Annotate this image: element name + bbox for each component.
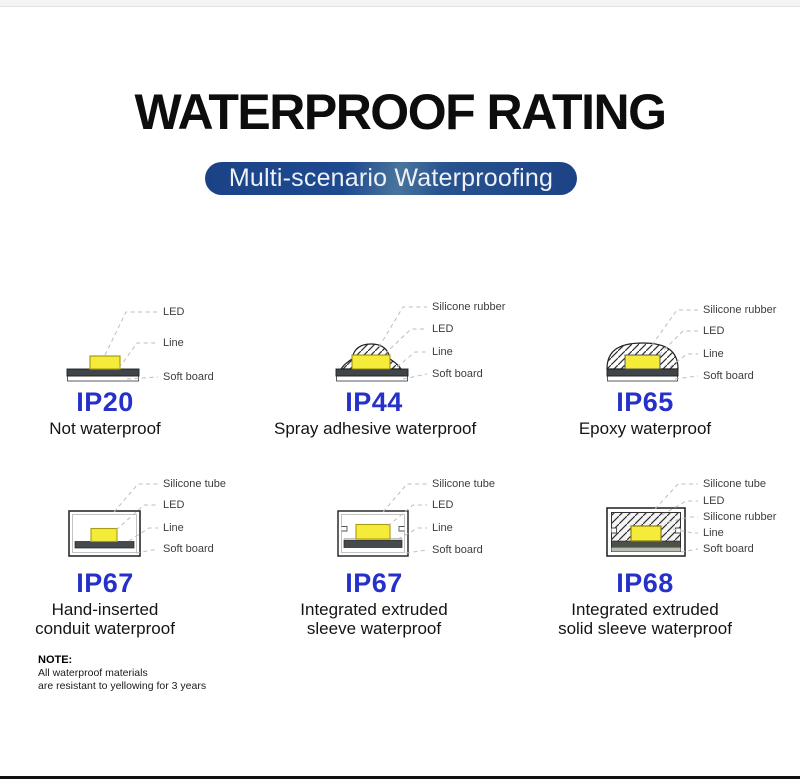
strip-diagram-ip68 <box>606 483 699 557</box>
banner-pill: Multi-scenario Waterproofing <box>205 162 577 195</box>
ip-description: Integrated extruded <box>300 600 448 619</box>
footnote: NOTE: All waterproof materials are resis… <box>38 654 206 692</box>
component-label: Silicone tube <box>432 478 495 490</box>
rating-card-ip65: Silicone rubber LED Line Soft board IP65… <box>555 295 785 465</box>
strip-diagram-ip20 <box>66 311 159 382</box>
ip-rating: IP20 <box>76 387 134 417</box>
diagram-epoxy: Silicone rubber LED Line Soft board <box>555 295 785 395</box>
led-chip <box>351 354 391 370</box>
component-label: LED <box>432 499 454 511</box>
component-label: Line <box>163 337 184 349</box>
component-label: Silicone tube <box>163 478 226 490</box>
component-label: LED <box>703 495 725 507</box>
tube-tab-right <box>398 526 405 532</box>
component-label: LED <box>432 323 454 335</box>
component-label: Line <box>163 522 184 534</box>
circuit-line-bar <box>606 368 679 377</box>
component-label: Line <box>432 522 453 534</box>
component-label: Soft board <box>163 371 214 383</box>
note-heading: NOTE: <box>38 654 73 666</box>
circuit-line-bar <box>343 540 403 548</box>
strip-diagram-ip44 <box>335 306 428 382</box>
note-line1: All waterproof materials <box>38 667 148 679</box>
component-label: LED <box>163 499 185 511</box>
rating-card-ip67-sleeve: Silicone tube LED Line Soft board IP67 I… <box>284 468 514 638</box>
led-chip <box>630 525 662 542</box>
component-label: Silicone rubber <box>432 301 506 313</box>
ip-rating: IP44 <box>345 387 403 417</box>
leader-lines <box>651 309 699 380</box>
component-label: Soft board <box>432 368 483 380</box>
diagram-bare-strip: LED Line Soft board <box>15 295 245 395</box>
ip-rating: IP67 <box>345 568 403 598</box>
page-title: WATERPROOF RATING <box>134 84 667 140</box>
bottom-bar <box>0 776 800 779</box>
component-label: LED <box>163 306 185 318</box>
circuit-line-bar <box>611 540 681 548</box>
circuit-line-bar <box>66 368 140 377</box>
top-strip <box>0 0 800 7</box>
ip-rating: IP68 <box>616 568 674 598</box>
soft-board-bar <box>336 375 408 382</box>
led-chip <box>89 355 121 370</box>
diagram-spray-adhesive: Silicone rubber LED Line Soft board <box>284 295 514 395</box>
ip-description-line2: solid sleeve waterproof <box>558 619 732 638</box>
strip-diagram-ip65 <box>606 309 699 382</box>
diagram-sleeve: Silicone tube LED Line Soft board <box>284 468 514 568</box>
ip-description-line2: conduit waterproof <box>35 619 175 638</box>
tube-tab-left <box>611 527 617 534</box>
ip-description-line2: sleeve waterproof <box>306 619 442 638</box>
note-line2: are resistant to yellowing for 3 years <box>38 679 207 692</box>
tube-inner-wall <box>341 514 405 553</box>
ip-description: Epoxy waterproof <box>578 419 712 438</box>
diagram-solid-sleeve: Silicone tube LED Silicone rubber Line S… <box>555 468 785 568</box>
component-label: Soft board <box>703 370 754 382</box>
circuit-line-bar <box>74 541 135 549</box>
tube-tab-right <box>675 527 681 534</box>
ip-description: Hand-inserted <box>51 600 159 619</box>
soft-board-bar <box>611 547 681 552</box>
led-chip <box>624 354 661 370</box>
component-label: Soft board <box>703 543 754 555</box>
tube-tab-left <box>341 526 348 532</box>
leader-lines <box>104 311 159 380</box>
component-label: Silicone rubber <box>703 304 777 316</box>
ip-description: Not waterproof <box>49 419 161 438</box>
leader-lines <box>378 306 428 380</box>
ip-description: Integrated extruded <box>571 600 719 619</box>
leader-lines <box>654 483 699 553</box>
component-label: Line <box>703 527 724 539</box>
component-label: Silicone rubber <box>703 511 777 523</box>
component-label: Soft board <box>432 544 483 556</box>
led-chip <box>355 523 391 540</box>
banner-text: Multi-scenario Waterproofing <box>228 164 554 192</box>
leader-lines <box>382 483 428 554</box>
circuit-line-bar <box>335 368 409 377</box>
strip-diagram-ip67b <box>337 483 428 557</box>
component-label: Soft board <box>163 543 214 555</box>
component-label: LED <box>703 325 725 337</box>
component-label: Silicone tube <box>703 478 766 490</box>
soft-board-bar <box>607 375 678 382</box>
led-chip <box>90 527 118 543</box>
rating-card-ip68: Silicone tube LED Silicone rubber Line S… <box>555 468 785 638</box>
component-label: Line <box>703 348 724 360</box>
rating-card-ip67-conduit: Silicone tube LED Line Soft board IP67 H… <box>15 468 245 638</box>
component-label: Line <box>432 346 453 358</box>
strip-diagram-ip67a <box>68 483 159 557</box>
leader-lines <box>113 483 159 554</box>
diagram-conduit: Silicone tube LED Line Soft board <box>15 468 245 568</box>
rating-card-ip44: Silicone rubber LED Line Soft board IP44… <box>274 295 514 465</box>
ip-rating: IP65 <box>616 387 674 417</box>
rating-card-ip20: LED Line Soft board IP20 Not waterproof <box>15 295 245 465</box>
tube-inner-wall <box>72 514 137 553</box>
ip-description: Spray adhesive waterproof <box>274 419 477 438</box>
ip-rating: IP67 <box>76 568 134 598</box>
